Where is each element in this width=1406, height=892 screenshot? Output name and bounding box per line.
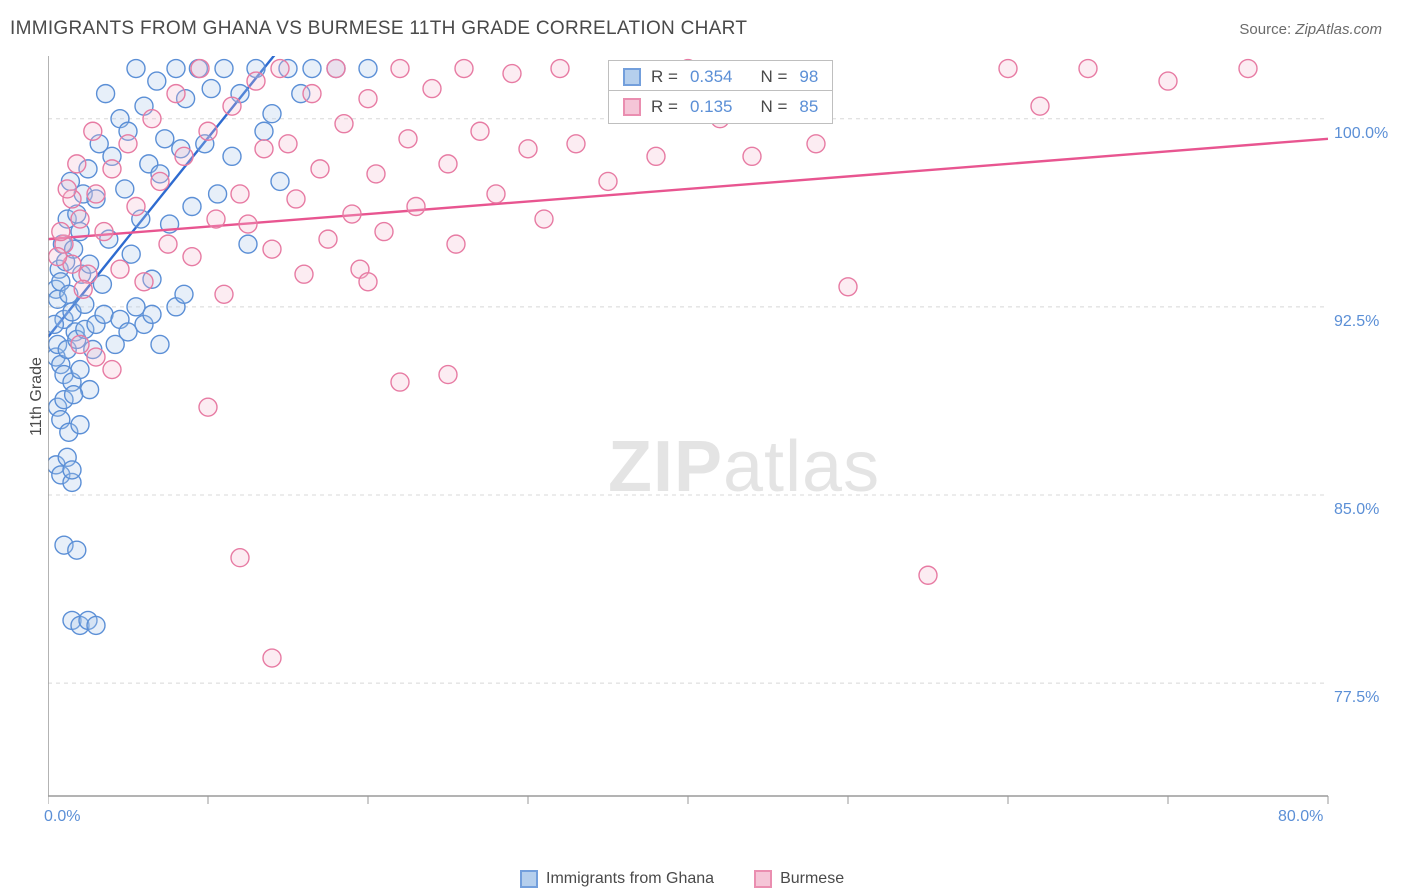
y-tick-label: 77.5% <box>1334 689 1379 707</box>
n-value-ghana: 98 <box>799 67 818 87</box>
legend-swatch-ghana <box>520 870 538 888</box>
header: IMMIGRANTS FROM GHANA VS BURMESE 11TH GR… <box>0 0 1406 40</box>
n-label-burmese: N = <box>760 97 787 117</box>
bottom-legend: Immigrants from Ghana Burmese <box>520 870 844 888</box>
n-value-burmese: 85 <box>799 97 818 117</box>
source-label: Source: <box>1239 21 1291 38</box>
r-value-burmese: 0.135 <box>690 97 733 117</box>
r-label-burmese: R = <box>651 97 678 117</box>
legend-label-burmese: Burmese <box>780 870 844 888</box>
r-label-ghana: R = <box>651 67 678 87</box>
source-value: ZipAtlas.com <box>1295 21 1382 38</box>
y-tick-label: 85.0% <box>1334 501 1379 519</box>
scatter-chart <box>48 56 1388 816</box>
legend-label-ghana: Immigrants from Ghana <box>546 870 714 888</box>
r-value-ghana: 0.354 <box>690 67 733 87</box>
source: Source: ZipAtlas.com <box>1239 21 1382 38</box>
x-tick-label: 80.0% <box>1278 808 1323 844</box>
legend-swatch-burmese <box>754 870 772 888</box>
swatch-burmese <box>623 98 641 116</box>
n-label-ghana: N = <box>760 67 787 87</box>
chart-title: IMMIGRANTS FROM GHANA VS BURMESE 11TH GR… <box>10 18 747 40</box>
y-tick-label: 92.5% <box>1334 313 1379 331</box>
x-tick-label: 0.0% <box>44 808 80 844</box>
legend-item-burmese: Burmese <box>754 870 844 888</box>
y-tick-label: 100.0% <box>1334 125 1388 143</box>
legend-item-ghana: Immigrants from Ghana <box>520 870 714 888</box>
swatch-ghana <box>623 68 641 86</box>
stat-box-burmese: R = 0.135 N = 85 <box>608 90 833 124</box>
stat-box-ghana: R = 0.354 N = 98 <box>608 60 833 94</box>
chart-area: 11th Grade ZIPatlas R = 0.354 N = 98 R =… <box>48 56 1388 816</box>
y-axis-label: 11th Grade <box>28 357 46 436</box>
